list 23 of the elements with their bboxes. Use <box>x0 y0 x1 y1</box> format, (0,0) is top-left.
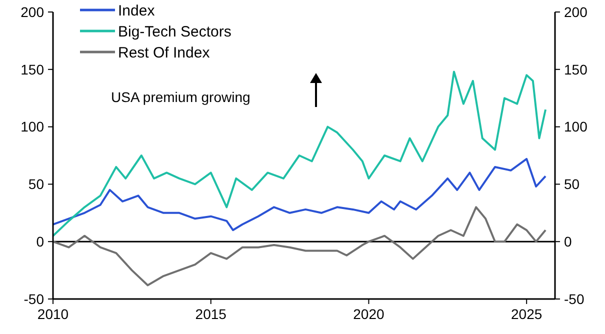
y-tick-label: 0 <box>36 234 44 250</box>
y2-tick-label: -50 <box>564 290 584 307</box>
x-tick-label: 2015 <box>195 306 227 322</box>
y-tick-label: -50 <box>24 290 44 307</box>
y-tick-label: 200 <box>20 4 44 20</box>
legend-label: Index <box>118 2 156 20</box>
y2-tick-label: 200 <box>564 4 588 20</box>
y-tick-label: 150 <box>20 61 44 78</box>
line-series <box>52 206 547 286</box>
y2-tick-label: 150 <box>564 61 588 78</box>
line-series <box>52 70 547 237</box>
line-series <box>52 158 547 232</box>
x-tick-label: 2020 <box>353 306 385 322</box>
y2-tick-label: 50 <box>564 176 580 192</box>
y2-tick-label: 0 <box>564 234 572 250</box>
annotation: USA premium growing <box>111 89 250 105</box>
y-tick-label: 100 <box>20 118 44 135</box>
y2-tick-label: 100 <box>564 118 588 135</box>
legend-label: Big-Tech Sectors <box>118 23 232 40</box>
x-tick-label: 2010 <box>37 306 69 322</box>
y-tick-label: 50 <box>28 176 44 192</box>
legend-label: Rest Of Index <box>118 44 210 62</box>
x-tick-label: 2025 <box>511 306 542 322</box>
